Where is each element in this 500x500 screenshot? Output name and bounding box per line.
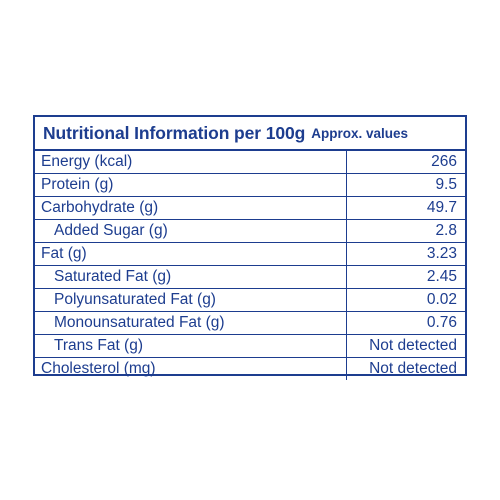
table-row: Fat (g) 3.23 xyxy=(35,242,465,266)
nutrient-value: 0.76 xyxy=(346,311,465,335)
nutrient-name: Monounsaturated Fat (g) xyxy=(35,311,347,335)
nutrient-value: 266 xyxy=(431,153,457,170)
nutrient-name: Fat (g) xyxy=(35,242,347,266)
nutrient-value: 49.7 xyxy=(346,196,465,220)
nutrient-name: Polyunsaturated Fat (g) xyxy=(35,288,347,312)
nutrient-name: Protein (g) xyxy=(35,173,347,197)
nutrient-name: Saturated Fat (g) xyxy=(35,265,347,289)
nutrient-value: Not detected xyxy=(346,334,465,358)
nutrient-name: Carbohydrate (g) xyxy=(35,196,347,220)
nutrient-value: 2.8 xyxy=(346,219,465,243)
table-row: Cholesterol (mg) Not detected xyxy=(35,357,465,380)
table-row: Polyunsaturated Fat (g) 0.02 xyxy=(35,288,465,312)
nutrient-value: 0.02 xyxy=(346,288,465,312)
nutrient-value: 3.23 xyxy=(346,242,465,266)
nutrition-title: Nutritional Information per 100g xyxy=(43,122,306,143)
nutrient-value: 2.45 xyxy=(346,265,465,289)
table-row: Monounsaturated Fat (g) 0.76 xyxy=(35,311,465,335)
nutrient-name: Trans Fat (g) xyxy=(35,334,347,358)
table-row: Energy (kcal) 266 xyxy=(35,151,465,174)
table-row: Added Sugar (g) 2.8 xyxy=(35,219,465,243)
nutrient-name: Added Sugar (g) xyxy=(35,219,347,243)
nutrition-heading: Nutritional Information per 100g Approx.… xyxy=(35,117,465,151)
nutrition-facts-panel: Nutritional Information per 100g Approx.… xyxy=(33,115,467,380)
nutrient-value: Not detected xyxy=(346,357,465,380)
table-row: Protein (g) 9.5 xyxy=(35,173,465,197)
nutrition-table: Energy (kcal) 266 Protein (g) 9.5 Carboh… xyxy=(35,151,465,380)
nutrient-name: Cholesterol (mg) xyxy=(35,357,347,380)
table-row: Carbohydrate (g) 49.7 xyxy=(35,196,465,220)
nutrient-name: Energy (kcal) xyxy=(35,151,347,174)
nutrient-value: 9.5 xyxy=(346,173,465,197)
nutrition-subtitle: Approx. values xyxy=(311,125,409,141)
table-row: Trans Fat (g) Not detected xyxy=(35,334,465,358)
table-row: Saturated Fat (g) 2.45 xyxy=(35,265,465,289)
